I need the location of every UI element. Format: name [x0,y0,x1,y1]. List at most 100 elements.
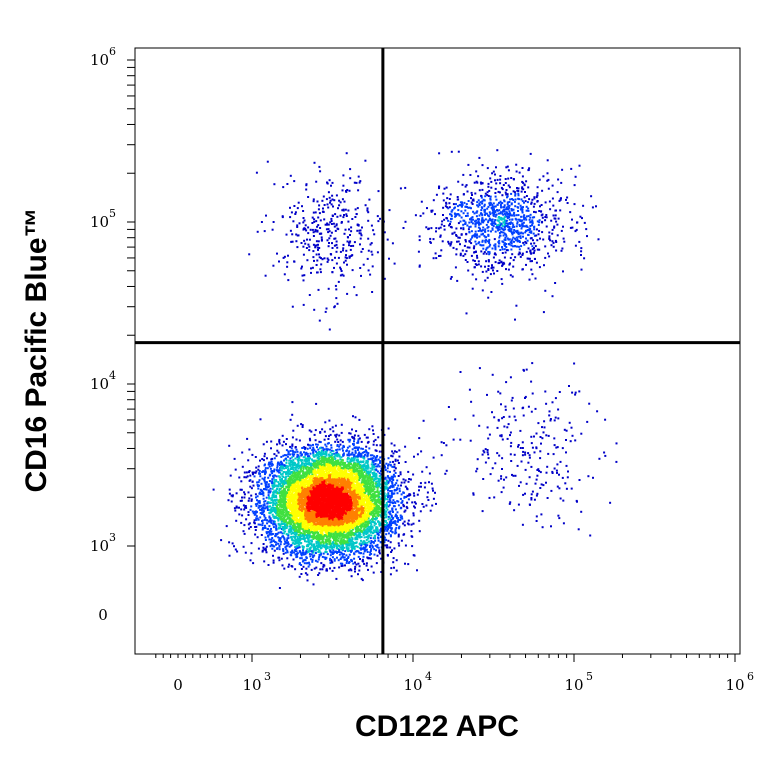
data-point [296,552,299,555]
data-point [294,474,296,477]
data-point [244,551,247,554]
data-point [295,548,298,551]
data-point [328,543,331,545]
data-point [335,577,338,580]
data-point [274,502,277,505]
data-point [397,475,400,477]
data-point [323,535,326,538]
data-point [322,499,324,502]
data-point [283,467,286,470]
data-point [279,487,282,490]
data-point [387,427,390,430]
data-point [233,507,236,510]
data-point [376,528,379,531]
data-point [305,460,308,462]
data-point [350,546,353,549]
data-point [228,492,231,495]
data-point [392,499,395,502]
data-point [228,554,231,557]
data-point [340,548,343,551]
data-point [294,527,297,530]
data-point [259,459,261,462]
data-point [292,466,295,469]
data-point [396,520,399,523]
data-point [404,479,407,482]
data-point [248,522,251,525]
data-point [303,522,306,525]
data-point [330,446,333,449]
data-point [335,478,338,480]
data-point [355,498,358,501]
data-point [402,503,405,506]
data-point [311,483,314,486]
data-point [385,503,388,506]
data-point [315,443,317,446]
data-point [353,454,356,456]
data-point [294,468,297,471]
data-point [279,543,282,546]
data-point [263,518,266,521]
data-point [386,475,389,478]
data-point [241,514,244,517]
data-point [288,462,291,465]
data-point [388,477,391,480]
data-point [351,428,353,431]
data-point [261,506,264,509]
data-point [302,559,305,562]
data-point [287,471,290,474]
data-point [334,434,337,437]
data-point [339,439,342,442]
data-point [445,444,448,447]
data-point [355,530,357,533]
data-point [304,534,307,537]
data-point [373,485,376,488]
data-point [374,456,377,459]
data-point [360,539,362,542]
data-point [312,477,315,480]
data-point [390,522,393,525]
data-point [390,567,393,570]
data-point [301,470,304,472]
data-point [266,507,269,510]
data-point [286,493,289,496]
data-point [277,542,280,545]
data-point [374,515,377,518]
data-point [366,507,369,510]
data-point [230,500,233,503]
data-point [374,539,377,542]
data-point [326,467,329,470]
data-point [263,476,266,479]
data-point [337,559,340,562]
data-point [271,487,274,490]
data-point [317,448,320,451]
data-point [265,532,268,535]
data-point [393,463,396,466]
data-point [301,474,304,477]
data-point [363,451,366,453]
data-point [307,565,310,568]
data-point [352,498,355,501]
data-point [349,458,352,461]
data-point [400,493,403,496]
data-point [336,438,339,441]
data-point [298,501,301,504]
data-point [364,529,367,532]
data-point [395,514,398,517]
data-point [321,517,323,519]
data-point [384,520,387,523]
data-point [353,501,356,503]
data-point [296,545,299,548]
data-point [297,537,300,540]
data-point [302,548,305,551]
data-point [336,556,338,559]
data-point [354,499,357,502]
data-point [252,512,255,515]
data-point [352,444,355,447]
data-point [327,531,330,534]
data-point [390,519,393,521]
data-point [369,526,372,529]
data-point [318,468,321,471]
data-point [269,529,272,532]
data-point [392,479,395,481]
data-point [390,495,393,497]
